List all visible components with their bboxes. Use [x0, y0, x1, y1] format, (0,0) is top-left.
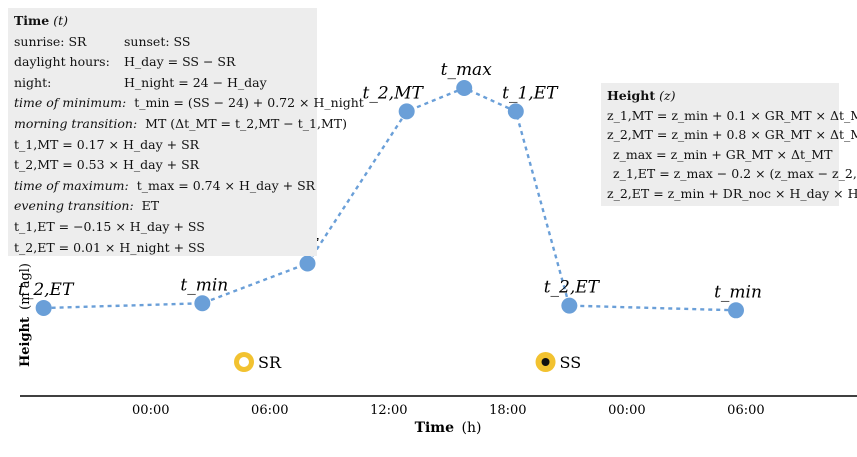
time-def-formula: t_max = 0.74 × H_day + SR [136, 177, 316, 193]
time-def-term: evening transition: [14, 198, 134, 214]
time-definitions-box: Time (t) sunrise: SR sunset: SS daylight h… [8, 8, 364, 259]
time-def-row: morning transition: MT (Δt_MT = t_2,MT − … [14, 114, 347, 135]
time-def-formula: H_day = SS − SR [124, 54, 236, 70]
time-def-formula: t_1,ET = −0.15 × H_day + SS [14, 218, 205, 234]
time-def-formula: t_2,ET = 0.01 × H_night + SS [14, 239, 205, 255]
height-def-formula: z_1,MT = z_min + 0.1 × GR_MT × Δt_MT [607, 107, 857, 123]
time-def-row: t_2,MT = 0.53 × H_day + SR [14, 155, 317, 176]
sunrise-label: SR [258, 353, 282, 372]
data-point [299, 255, 316, 272]
point-label: t_2,ET [18, 280, 75, 300]
time-def-row: sunrise: SR sunset: SS [14, 32, 317, 53]
point-label: t_min [180, 275, 228, 295]
height-def-formula: z_2,ET = z_min + DR_noc × H_day × H_nigh… [607, 185, 857, 201]
data-point [456, 80, 473, 96]
time-def-row: t_1,ET = −0.15 × H_day + SS [14, 217, 317, 238]
time-def-row: daylight hours: H_day = SS − SR [14, 52, 317, 73]
x-tick-label: 00:00 [132, 403, 169, 418]
height-box-title: Height (z) [607, 88, 676, 103]
time-def-term: time of minimum: [14, 95, 127, 111]
time-def-term: daylight hours: [14, 54, 110, 70]
time-def-formula: H_night = 24 − H_day [124, 74, 267, 90]
height-def-formula: z_max = z_min + GR_MT × Δt_MT [613, 146, 833, 162]
x-tick-label: 00:00 [608, 403, 645, 418]
data-point [561, 297, 578, 314]
time-def-row: night: H_night = 24 − H_day [14, 73, 317, 94]
time-def-term: morning transition: [14, 115, 138, 131]
data-point [507, 103, 524, 120]
x-tick-label: 12:00 [370, 403, 407, 418]
sunset-label: SS [560, 353, 582, 372]
x-tick-label: 06:00 [727, 403, 764, 418]
time-def-formula: MT (Δt_MT = t_2,MT − t_1,MT) [145, 115, 347, 131]
data-point [194, 295, 211, 312]
y-axis-label: Height (m agl) [18, 263, 33, 367]
time-box-title: Time (t) [14, 13, 68, 28]
x-axis-label: Time (h) [415, 420, 482, 436]
time-def-term: time of maximum: [14, 177, 129, 193]
x-tick-label: 18:00 [489, 403, 526, 418]
data-point [35, 299, 52, 316]
point-label: t_max [441, 60, 493, 80]
height-def-formula: z_2,MT = z_min + 0.8 × GR_MT × Δt_MT [607, 127, 857, 143]
time-def-formula: t_2,MT = 0.53 × H_day + SR [14, 157, 200, 173]
time-def-row: evening transition: ET [14, 196, 317, 217]
x-tick-label: 06:00 [251, 403, 288, 418]
height-definitions-box: Height (z) z_1,MT = z_min + 0.1 × GR_MT … [601, 83, 857, 206]
time-def-formula: sunset: SS [124, 33, 191, 49]
time-def-formula: ET [141, 198, 160, 214]
sun-markers: SR SS [234, 352, 581, 372]
time-def-row: time of maximum: t_max = 0.74 × H_day + S… [14, 176, 317, 197]
sunrise-icon-core [239, 357, 250, 367]
time-def-row: time of minimum: t_min = (SS − 24) + 0.72… [14, 93, 364, 114]
time-def-row: t_1,MT = 0.17 × H_day + SR [14, 135, 317, 156]
height-def-formula: z_1,ET = z_max − 0.2 × (z_max − z_2,ET) [613, 166, 857, 182]
x-tick-labels: 00:00 06:00 12:00 18:00 00:00 06:00 [132, 403, 765, 418]
sunset-icon-core [541, 358, 550, 366]
point-label: t_min [714, 282, 762, 302]
time-def-term: sunrise: SR [14, 33, 87, 49]
height-series-line [43, 86, 737, 312]
time-def-row: t_2,ET = 0.01 × H_night + SS [14, 238, 317, 259]
time-def-formula: t_1,MT = 0.17 × H_day + SR [14, 136, 200, 152]
time-def-formula: t_min = (SS − 24) + 0.72 × H_night [134, 95, 364, 111]
point-label: t_1,ET [502, 83, 559, 103]
point-label: t_2,ET [544, 278, 601, 298]
data-point [727, 302, 744, 319]
point-label: t_2,MT [363, 83, 425, 103]
data-point [398, 103, 415, 120]
time-def-term: night: [14, 74, 52, 90]
